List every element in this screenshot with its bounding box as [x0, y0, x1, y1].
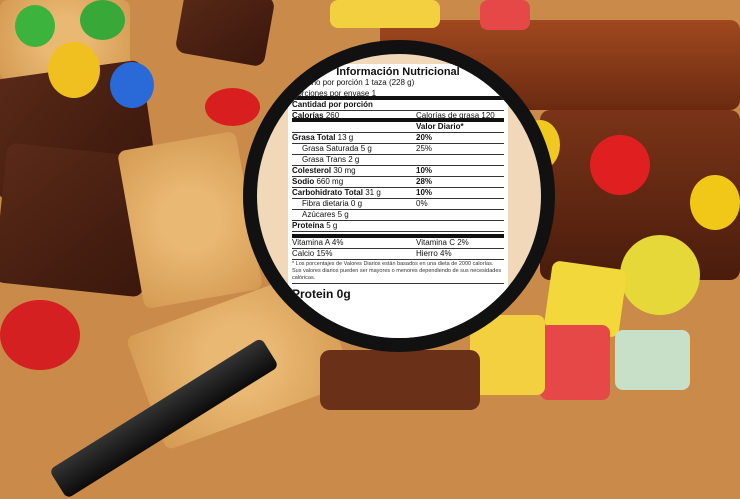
amount-header: Cantidad por porción — [292, 100, 504, 111]
candy — [205, 88, 260, 126]
nutrient-row: Grasa Saturada 5 g 25% — [292, 144, 504, 155]
chocolate-bar — [174, 0, 276, 68]
nutrient-label: Grasa Trans — [302, 155, 347, 164]
nutrient-row: Grasa Total 13 g 20% — [292, 133, 504, 144]
jelly-candy — [540, 325, 610, 400]
nutrient-amount: 2 g — [348, 155, 360, 164]
candy — [590, 135, 650, 195]
dv-header: Valor Diario* — [416, 122, 464, 131]
nutrient-row: Proteína 5 g — [292, 221, 504, 232]
serving-size: Tamaño por porción 1 taza (228 g) — [292, 78, 504, 89]
jelly-candy — [480, 0, 530, 30]
candy — [80, 0, 125, 40]
servings: Porciones por envase 1 — [292, 89, 504, 100]
nutrient-dv: 0% — [416, 199, 428, 208]
calories-label: Calorías — [292, 111, 324, 120]
nutrient-dv — [416, 221, 504, 231]
nutrient-dv: 20% — [416, 133, 433, 142]
serving-size-text: Tamaño por porción 1 taza (228 g) — [292, 78, 415, 87]
nutrient-row: Sodio 660 mg 28% — [292, 177, 504, 188]
nutrient-name: Grasa Saturada 5 g — [292, 144, 416, 154]
candy — [15, 5, 55, 47]
fat-calories: Calorías de grasa 120 — [416, 111, 495, 120]
chocolate-bar — [320, 350, 480, 410]
nutrient-label: Proteína — [292, 221, 325, 230]
nutrient-amount: 5 g — [360, 144, 372, 153]
dv-header-row: Valor Diario* — [292, 122, 504, 133]
protein-overlay: Protein 0g — [292, 287, 351, 301]
label-title: Información Nutricional — [336, 66, 460, 78]
calories: Calorías 260 — [292, 111, 416, 120]
iron: Hierro 4% — [416, 249, 452, 258]
nutrient-label: Fibra dietaria — [302, 199, 349, 208]
nutrient-name: Azúcares 5 g — [292, 210, 416, 220]
nutrient-row: Azúcares 5 g — [292, 210, 504, 221]
candy — [620, 235, 700, 315]
nutrient-amount: 5 g — [337, 210, 349, 219]
nutrient-row: Colesterol 30 mg 10% — [292, 166, 504, 177]
mineral-row: Calcio 15% Hierro 4% — [292, 249, 504, 260]
nutrient-name: Grasa Trans 2 g — [292, 155, 416, 165]
nutrient-dv: 10% — [416, 166, 433, 175]
nutrient-dv: 10% — [416, 188, 433, 197]
nutrient-label: Colesterol — [292, 166, 332, 175]
jelly-candy — [615, 330, 690, 390]
nutrient-dv — [416, 155, 504, 165]
nutrient-dv: 28% — [416, 177, 433, 186]
nutrient-label: Carbohidrato Total — [292, 188, 363, 197]
candy — [48, 42, 100, 98]
vitamin-c: Vitamina C 2% — [416, 238, 469, 247]
calories-value: 260 — [325, 111, 340, 120]
nutrient-dv: 25% — [416, 144, 433, 153]
nutrient-amount: 5 g — [326, 221, 338, 230]
amount-header-text: Cantidad por porción — [292, 100, 373, 109]
nutrient-amount: 13 g — [337, 133, 354, 142]
jelly-candy — [330, 0, 440, 28]
servings-text: Porciones por envase 1 — [292, 89, 377, 98]
candy — [690, 175, 740, 230]
nutrient-name: Sodio 660 mg — [292, 177, 416, 187]
nutrient-amount: 31 g — [365, 188, 381, 197]
nutrition-label: Información Nutricional Tamaño por porci… — [288, 64, 508, 338]
nutrient-dv — [416, 210, 504, 220]
calcium: Calcio 15% — [292, 249, 333, 258]
nutrient-row: Fibra dietaria 0 g 0% — [292, 199, 504, 210]
nutrient-label: Grasa Total — [292, 133, 336, 142]
nutrient-name: Fibra dietaria 0 g — [292, 199, 416, 209]
divider — [292, 232, 504, 238]
candy — [0, 300, 80, 370]
nutrient-label: Sodio — [292, 177, 315, 186]
nutrient-label: Azúcares — [302, 210, 336, 219]
vitamin-row: Vitamina A 4% Vitamina C 2% — [292, 238, 504, 249]
calories-row: Calorías 260 Calorías de grasa 120 — [292, 111, 504, 122]
nutrient-amount: 0 g — [350, 199, 363, 208]
nutrient-label: Grasa Saturada — [302, 144, 359, 153]
nutrient-name: Colesterol 30 mg — [292, 166, 416, 176]
footnote: * Los porcentajes de Valores Diarios est… — [292, 260, 504, 284]
nutrient-list: Grasa Total 13 g 20% Grasa Saturada 5 g 25%… — [292, 133, 504, 232]
nutrient-name: Carbohidrato Total 31 g — [292, 188, 416, 198]
nutrient-row: Grasa Trans 2 g — [292, 155, 504, 166]
nutrient-amount: 660 mg — [316, 177, 344, 186]
nutrient-name: Grasa Total 13 g — [292, 133, 416, 143]
nutrient-name: Proteína 5 g — [292, 221, 416, 231]
candy — [110, 62, 154, 108]
nutrient-amount: 30 mg — [333, 166, 356, 175]
magnifying-glass: Información Nutricional Tamaño por porci… — [243, 40, 555, 352]
vitamin-a: Vitamina A 4% — [292, 238, 344, 247]
nutrient-row: Carbohidrato Total 31 g 10% — [292, 188, 504, 199]
